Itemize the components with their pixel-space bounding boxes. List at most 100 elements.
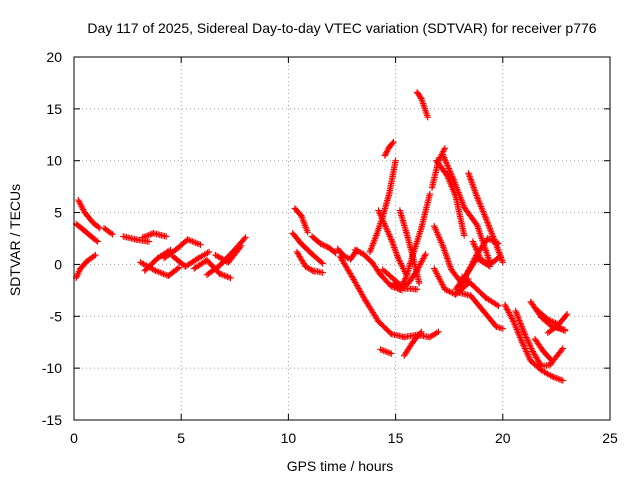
- data-point: [224, 273, 231, 280]
- data-point: [139, 234, 146, 241]
- y-tick-label: 20: [46, 49, 62, 65]
- data-point: [484, 219, 491, 226]
- data-point: [471, 255, 478, 262]
- data-point: [332, 249, 339, 257]
- data-point: [548, 357, 556, 365]
- data-point: [382, 150, 389, 158]
- x-tick-label: 25: [602, 430, 618, 446]
- data-point: [550, 373, 557, 381]
- data-point: [175, 264, 183, 271]
- data-point: [508, 315, 516, 322]
- data-point: [144, 232, 151, 239]
- data-point: [558, 346, 565, 354]
- data-point: [514, 314, 522, 321]
- data-point: [547, 372, 554, 379]
- data-point: [205, 248, 213, 256]
- data-point: [461, 274, 468, 282]
- data-point: [504, 306, 511, 313]
- data-point: [521, 343, 528, 351]
- data-point: [439, 151, 446, 158]
- data-point: [381, 152, 389, 159]
- data-point: [512, 307, 519, 315]
- series-segment-2: [72, 251, 99, 282]
- data-point: [497, 252, 504, 260]
- data-point: [441, 155, 448, 163]
- data-point: [465, 267, 472, 274]
- data-point: [389, 140, 396, 147]
- x-tick-label: 20: [495, 430, 511, 446]
- series-segment-15: [293, 248, 318, 275]
- data-point: [221, 272, 228, 279]
- data-point: [489, 233, 497, 240]
- series-segment-32: [433, 157, 468, 239]
- data-point: [557, 325, 564, 332]
- data-point: [469, 259, 476, 267]
- data-point: [516, 317, 523, 324]
- plot-frame: [73, 56, 611, 421]
- data-point: [478, 257, 485, 264]
- data-point: [551, 374, 559, 381]
- data-point: [440, 154, 448, 161]
- data-point: [216, 270, 223, 277]
- data-point: [424, 113, 431, 121]
- data-point: [522, 346, 529, 354]
- data-point: [507, 313, 515, 321]
- data-point: [420, 255, 427, 262]
- data-point: [463, 270, 471, 277]
- data-point: [377, 346, 384, 353]
- data-point: [558, 376, 565, 384]
- data-point: [484, 235, 491, 242]
- data-point: [319, 260, 326, 267]
- data-point: [446, 288, 453, 295]
- data-point: [501, 301, 509, 309]
- y-tick-label: -15: [42, 412, 62, 428]
- y-tick-label: -10: [42, 360, 62, 376]
- y-tick-label: 0: [54, 256, 62, 272]
- data-point: [448, 171, 455, 178]
- data-point: [75, 270, 82, 277]
- data-point: [95, 223, 102, 231]
- data-point: [466, 265, 473, 273]
- data-point: [355, 248, 363, 256]
- data-point: [487, 228, 495, 235]
- data-point: [487, 227, 494, 234]
- data-point: [145, 231, 152, 239]
- data-point: [515, 315, 522, 323]
- data-point: [553, 375, 560, 382]
- data-point: [73, 273, 81, 280]
- axes: 0 5 10 15 20 25 -15 -10 -5 0 5 10 15 20: [42, 49, 618, 446]
- data-point: [413, 286, 421, 293]
- data-point: [556, 324, 563, 332]
- data-point: [92, 251, 99, 259]
- data-point: [469, 238, 476, 245]
- data-point: [331, 248, 338, 256]
- data-point: [517, 320, 524, 327]
- data-point: [383, 348, 390, 356]
- data-point: [448, 173, 456, 180]
- data-point: [241, 235, 248, 242]
- data-point: [485, 222, 492, 229]
- series-segment-10: [190, 257, 234, 282]
- series-segment-5: [139, 230, 170, 241]
- data-point: [523, 349, 531, 357]
- data-point: [357, 249, 364, 256]
- data-point: [457, 282, 464, 289]
- data-point: [520, 328, 527, 335]
- data-point: [469, 258, 477, 265]
- data-point: [442, 159, 450, 166]
- data-point: [481, 258, 488, 265]
- data-point: [415, 279, 423, 287]
- data-point: [521, 331, 529, 338]
- data-point: [507, 312, 514, 319]
- data-point: [433, 329, 441, 336]
- data-point: [482, 259, 489, 266]
- data-point: [561, 327, 569, 335]
- data-point: [446, 166, 453, 174]
- data-point: [486, 223, 493, 231]
- x-tick-label: 0: [70, 430, 78, 446]
- data-point: [236, 243, 244, 251]
- data-point: [75, 268, 83, 275]
- data-point: [444, 287, 452, 295]
- data-point: [222, 272, 230, 280]
